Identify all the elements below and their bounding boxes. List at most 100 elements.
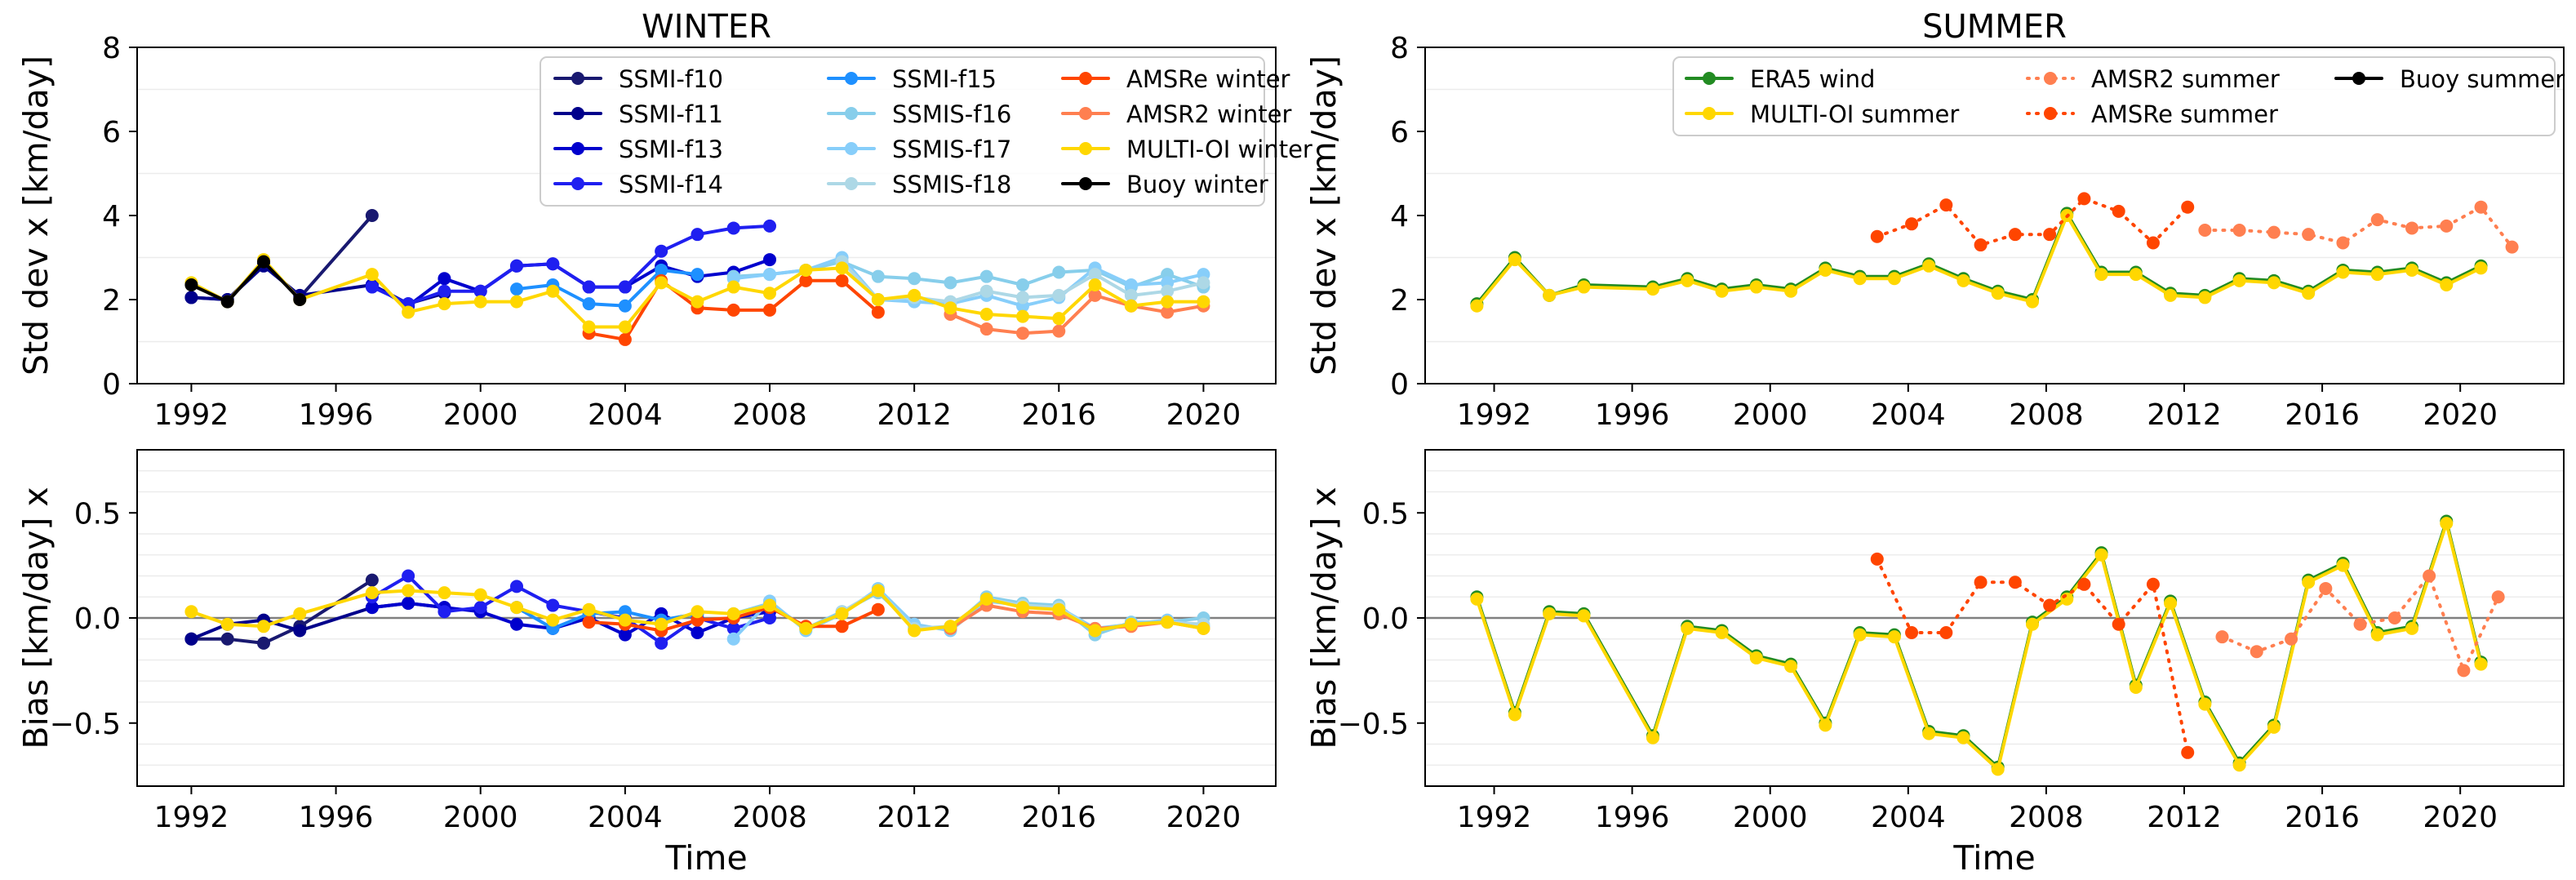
data-point [1819,263,1832,277]
data-point [1887,630,1901,644]
data-point [2077,577,2091,591]
data-point [2440,219,2454,233]
legend-label: SSMI-f13 [619,136,723,163]
data-point [365,268,379,282]
data-point [691,228,704,242]
data-point [582,320,596,334]
x-tick-label: 2008 [2009,801,2084,834]
data-point [546,613,560,627]
data-point [2232,224,2246,238]
x-tick-label: 2016 [1021,398,1096,432]
data-point [655,244,668,258]
panel-summer-std: 1992 1996 2000 2004 2008 2012 2016 2020 0 2 4 6 8 Std… [1304,8,2565,432]
data-point [437,297,451,311]
data-point [799,263,813,277]
x-tick-label: 1992 [154,801,229,834]
data-point [2387,611,2401,624]
series-line-amsre-summer [1875,557,2190,754]
data-point [908,272,922,286]
y-axis-label: Std dev x [km/day] [1304,56,1344,376]
legend-marker [571,177,584,190]
x-tick-label: 2012 [2147,398,2222,432]
data-point [2181,745,2195,759]
data-point [2405,621,2418,635]
data-point [1681,621,1694,635]
data-point [510,617,523,631]
x-tick-label: 2000 [443,801,518,834]
data-point [582,297,596,311]
data-point [763,287,776,300]
data-point [1088,288,1102,302]
data-point [944,301,957,315]
data-point [908,288,922,302]
data-point [2457,664,2471,678]
data-point [402,305,415,319]
data-point [184,632,198,646]
data-point [510,282,523,296]
legend-box [540,56,1265,207]
legend-marker [1079,142,1092,155]
legend-marker [1079,107,1092,120]
y-tick-label: 6 [1390,116,1409,149]
data-point [184,291,198,304]
x-tick-label: 2020 [1166,801,1241,834]
data-point [546,598,560,612]
x-tick-label: 2004 [1871,398,1946,432]
data-point [835,607,849,620]
legend-label: SSMI-f10 [619,65,723,93]
data-point [1016,278,1029,291]
legend-marker [2352,72,2365,85]
data-point [2215,630,2229,644]
legend-label: AMSR2 winter [1126,100,1291,128]
data-point [2370,213,2384,227]
legend-label: SSMIS-f18 [892,171,1011,198]
data-point [546,257,560,271]
data-point [1646,731,1659,744]
data-point [2336,265,2350,279]
data-point [1956,731,1970,744]
y-tick-label: 8 [1390,32,1409,65]
data-point [1197,295,1210,309]
data-point [1715,284,1729,298]
data-point [1749,651,1763,664]
data-point [220,632,234,646]
data-point [726,621,740,635]
data-point [1870,229,1884,243]
data-point [2043,598,2057,612]
data-point [1577,280,1591,294]
legend-marker [845,142,858,155]
data-point [2405,263,2418,277]
data-point [2026,617,2039,631]
data-point [1016,291,1029,304]
legend-label: SSMIS-f17 [892,136,1011,163]
data-point [2094,268,2108,282]
legend-marker [845,177,858,190]
data-point [1715,626,1729,640]
data-point [618,332,632,346]
data-point [871,305,885,319]
data-point [618,280,632,294]
y-tick-label: 0.5 [1362,497,1409,531]
data-point [293,607,307,620]
legend-label: SSMI-f15 [892,65,997,93]
y-axis-label: Bias [km/day] x [1304,487,1344,749]
series-line-amsre-summer [1875,197,2190,247]
data-point [1124,299,1138,313]
data-point [1577,609,1591,623]
data-point [582,616,596,629]
data-point [2060,592,2074,606]
x-tick-label: 1992 [1457,398,1532,432]
data-point [293,624,307,638]
data-point [691,605,704,619]
data-point [726,221,740,235]
data-point [799,273,813,287]
data-point [1161,284,1175,298]
data-point [763,598,776,612]
data-point [1016,327,1029,340]
data-point [2008,228,2022,242]
data-point [1016,309,1029,323]
y-tick-label: 0.0 [1362,602,1409,636]
y-tick-label: 4 [102,200,121,233]
data-point [257,636,270,650]
